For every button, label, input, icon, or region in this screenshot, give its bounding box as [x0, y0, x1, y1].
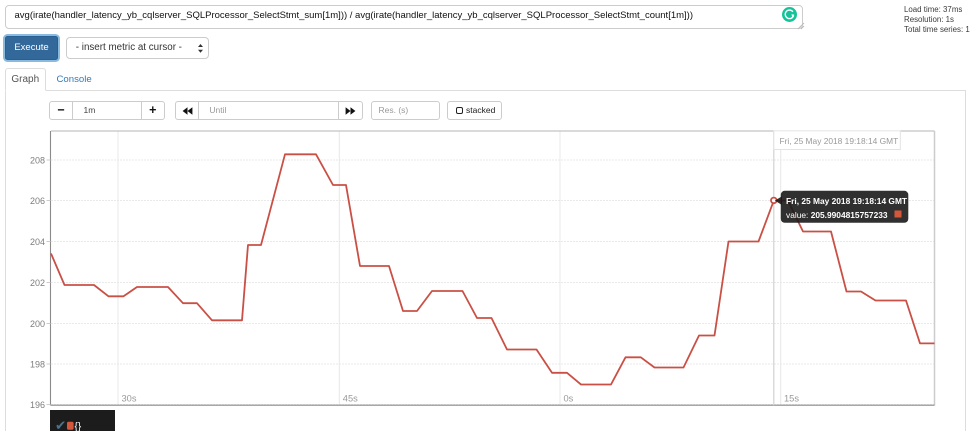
svg-text:208: 208 [30, 156, 45, 166]
svg-text:✔: ✔ [55, 418, 66, 431]
svg-text:196: 196 [30, 400, 45, 410]
svg-text:206: 206 [30, 196, 45, 206]
svg-text:15s: 15s [784, 394, 799, 404]
svg-text:{}: {} [75, 422, 82, 431]
svg-text:202: 202 [30, 278, 45, 288]
svg-text:0s: 0s [564, 394, 574, 404]
svg-text:204: 204 [30, 237, 45, 247]
svg-text:Fri, 25 May 2018 19:18:14 GMT: Fri, 25 May 2018 19:18:14 GMT [780, 136, 899, 146]
svg-text:200: 200 [30, 319, 45, 329]
svg-text:Fri, 25 May 2018 19:18:14 GMT: Fri, 25 May 2018 19:18:14 GMT [786, 196, 908, 206]
svg-text:30s: 30s [122, 394, 137, 404]
svg-text:45s: 45s [343, 394, 358, 404]
svg-text:value: 205.9904815757233: value: 205.9904815757233 [786, 210, 888, 220]
svg-text:198: 198 [30, 360, 45, 370]
